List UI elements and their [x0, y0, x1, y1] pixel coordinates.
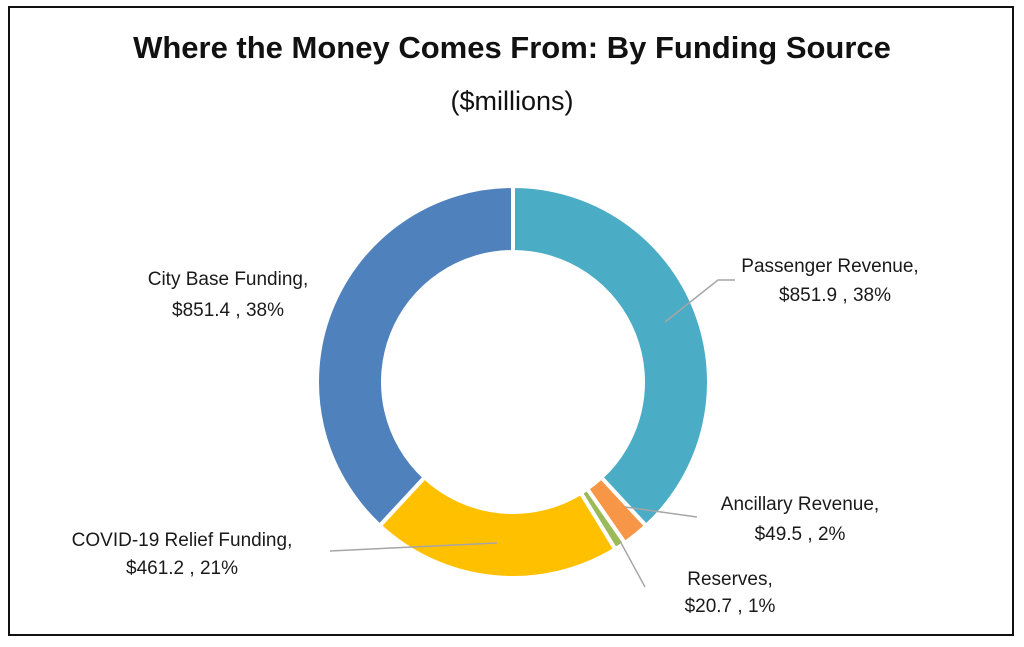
data-label-covid-19-relief-funding-value: $461.2 , 21%	[126, 558, 238, 579]
chart-subtitle: ($millions)	[450, 86, 574, 116]
slice-city-base-funding	[315, 183, 515, 529]
data-label-covid-19-relief-funding-name: COVID-19 Relief Funding,	[72, 530, 293, 551]
slice-covid-19-relief-funding	[376, 474, 619, 580]
leader-line-ancillary-revenue	[624, 506, 698, 518]
chart-title: Where the Money Comes From: By Funding S…	[133, 30, 891, 65]
data-label-ancillary-revenue-name: Ancillary Revenue,	[721, 494, 879, 515]
leader-line-covid-19-relief-funding	[329, 542, 498, 552]
data-label-city-base-funding-name: City Base Funding,	[148, 269, 309, 290]
data-label-city-base-funding-value: $851.4 , 38%	[172, 300, 284, 321]
data-label-ancillary-revenue-value: $49.5 , 2%	[755, 524, 846, 545]
slice-passenger-revenue	[511, 183, 711, 529]
data-label-reserves-name: Reserves,	[687, 569, 773, 590]
data-label-reserves-value: $20.7 , 1%	[685, 596, 776, 617]
leader-line-passenger-revenue	[664, 279, 735, 323]
data-label-passenger-revenue-name: Passenger Revenue,	[741, 256, 918, 277]
leader-line-reserves	[619, 540, 646, 588]
data-label-passenger-revenue-value: $851.9 , 38%	[779, 285, 891, 306]
